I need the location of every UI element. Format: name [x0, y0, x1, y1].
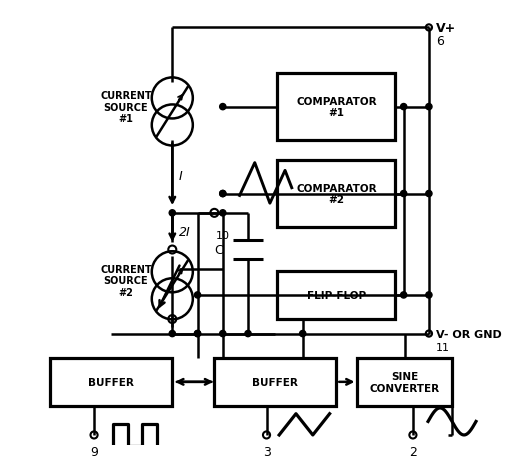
Text: 9: 9 [90, 445, 98, 458]
Text: 2I: 2I [179, 225, 191, 238]
Bar [277, 160, 395, 228]
Circle shape [169, 331, 175, 337]
Text: 11: 11 [436, 342, 450, 353]
Circle shape [401, 292, 407, 298]
Text: V+: V+ [436, 22, 456, 35]
Text: BUFFER: BUFFER [88, 377, 134, 387]
Circle shape [194, 292, 201, 298]
Circle shape [299, 331, 306, 337]
Text: 10: 10 [216, 231, 230, 241]
Bar [277, 73, 395, 141]
Text: SINE
CONVERTER: SINE CONVERTER [370, 371, 440, 393]
Text: C: C [214, 244, 223, 257]
Bar [214, 358, 336, 406]
Text: 2: 2 [409, 445, 417, 458]
Circle shape [169, 210, 175, 217]
Bar [277, 271, 395, 319]
Circle shape [401, 104, 407, 111]
Text: CURRENT
SOURCE
#2: CURRENT SOURCE #2 [100, 264, 152, 297]
Text: FLIP-FLOP: FLIP-FLOP [307, 290, 366, 300]
Bar [357, 358, 452, 406]
Circle shape [194, 331, 201, 337]
Text: COMPARATOR
#1: COMPARATOR #1 [296, 96, 376, 118]
Text: 6: 6 [436, 35, 444, 48]
Circle shape [426, 191, 432, 197]
Bar [50, 358, 172, 406]
Text: BUFFER: BUFFER [252, 377, 298, 387]
Text: 3: 3 [262, 445, 270, 458]
Text: I: I [179, 169, 183, 182]
Circle shape [401, 191, 407, 197]
Circle shape [426, 104, 432, 111]
Text: CURRENT
SOURCE
#1: CURRENT SOURCE #1 [100, 91, 152, 124]
Circle shape [245, 331, 251, 337]
Circle shape [220, 191, 226, 197]
Text: COMPARATOR
#2: COMPARATOR #2 [296, 183, 376, 205]
Circle shape [220, 331, 226, 337]
Circle shape [220, 210, 226, 217]
Circle shape [426, 292, 432, 298]
Circle shape [194, 331, 201, 337]
Circle shape [220, 104, 226, 111]
Circle shape [220, 191, 226, 197]
Text: V- OR GND: V- OR GND [436, 329, 502, 339]
